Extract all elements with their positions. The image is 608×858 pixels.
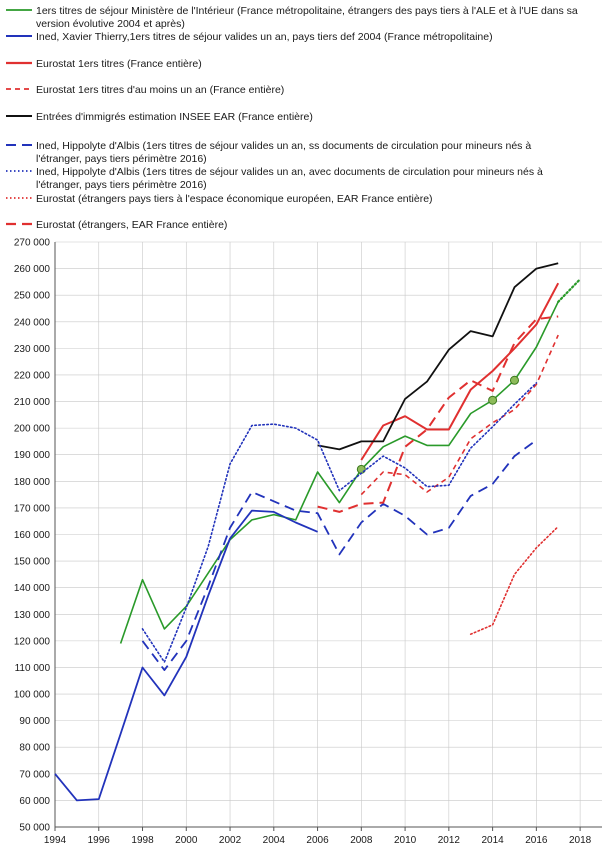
legend-label-2-line-0: Eurostat 1ers titres (France entière) [36, 58, 202, 70]
series-group [54, 262, 582, 802]
y-tick-label-7: 120 000 [14, 636, 51, 647]
x-tick-label-2: 1998 [131, 835, 154, 846]
y-tick-label-8: 130 000 [14, 610, 51, 621]
series-line-8 [317, 315, 559, 513]
y-tick-label-20: 250 000 [14, 291, 51, 302]
x-tick-label-4: 2002 [219, 835, 242, 846]
y-tick-label-4: 90 000 [19, 716, 50, 727]
legend-label-7-line-0: Eurostat (étrangers pays tiers à l'espac… [36, 193, 433, 205]
series-0-marker-1 [488, 395, 498, 405]
legend-label-6-line-0: Ined, Hippolyte d'Albis (1ers titres de … [36, 166, 543, 178]
series-line-4 [317, 262, 559, 451]
x-tick-label-10: 2014 [481, 835, 504, 846]
series-0-marker-2 [509, 375, 519, 385]
x-tick-label-6: 2006 [306, 835, 329, 846]
y-tick-label-15: 200 000 [14, 424, 51, 435]
x-tick-label-11: 2016 [525, 835, 548, 846]
y-tick-label-5: 100 000 [14, 690, 51, 701]
y-tick-label-22: 270 000 [14, 238, 51, 249]
series-line-1 [54, 509, 318, 802]
legend-label-0-line-1: version évolutive 2004 et après) [36, 18, 185, 30]
y-tick-label-0: 50 000 [19, 823, 50, 834]
x-tick-label-8: 2010 [394, 835, 417, 846]
y-tick-label-14: 190 000 [14, 450, 51, 461]
y-tick-label-21: 260 000 [14, 264, 51, 275]
y-tick-label-18: 230 000 [14, 344, 51, 355]
y-tick-label-2: 70 000 [19, 769, 50, 780]
y-tick-label-10: 150 000 [14, 557, 51, 568]
y-tick-label-3: 80 000 [19, 743, 50, 754]
y-tick-label-1: 60 000 [19, 796, 50, 807]
x-tick-label-3: 2000 [175, 835, 198, 846]
series-line-0 [119, 301, 559, 644]
legend-label-8-line-0: Eurostat (étrangers, EAR France entière) [36, 219, 227, 231]
grid [54, 241, 602, 828]
legend-label-5-line-1: l'étranger, pays tiers périmètre 2016) [36, 153, 207, 165]
series-line-6 [141, 382, 538, 663]
y-tick-label-16: 210 000 [14, 397, 51, 408]
y-tick-label-11: 160 000 [14, 530, 51, 541]
series-0-marker-0 [356, 464, 366, 474]
axes: 50 000 60 000 70 000 80 000 90 000 100 000 110… [14, 238, 602, 846]
y-tick-label-12: 170 000 [14, 503, 51, 514]
legend-label-0-line-0: 1ers titres de séjour Ministère de l'Int… [36, 5, 578, 17]
legend-label-4-line-0: Entrées d'immigrés estimation INSEE EAR … [36, 111, 313, 123]
legend-label-6-line-1: l'étranger, pays tiers périmètre 2016) [36, 179, 207, 191]
x-tick-label-1: 1996 [88, 835, 111, 846]
legend-label-5-line-0: Ined, Hippolyte d'Albis (1ers titres de … [36, 140, 531, 152]
y-tick-label-19: 240 000 [14, 317, 51, 328]
legend: 1ers titres de séjour Ministère de l'Int… [6, 5, 578, 231]
legend-label-3-line-0: Eurostat 1ers titres d'au moins un an (F… [36, 84, 284, 96]
x-tick-label-9: 2012 [438, 835, 461, 846]
y-tick-label-9: 140 000 [14, 583, 51, 594]
x-tick-label-0: 1994 [44, 835, 67, 846]
legend-label-1-line-0: Ined, Xavier Thierry,1ers titres de séjo… [36, 31, 493, 43]
series-line-5 [141, 439, 537, 671]
y-tick-label-13: 180 000 [14, 477, 51, 488]
x-tick-label-5: 2004 [263, 835, 286, 846]
y-tick-label-17: 220 000 [14, 370, 51, 381]
series-line-3 [360, 334, 559, 496]
series-line-7 [469, 525, 559, 635]
y-tick-label-6: 110 000 [15, 663, 51, 674]
x-tick-label-12: 2018 [569, 835, 592, 846]
series-line-0-extension [557, 278, 582, 303]
x-tick-label-7: 2008 [350, 835, 373, 846]
